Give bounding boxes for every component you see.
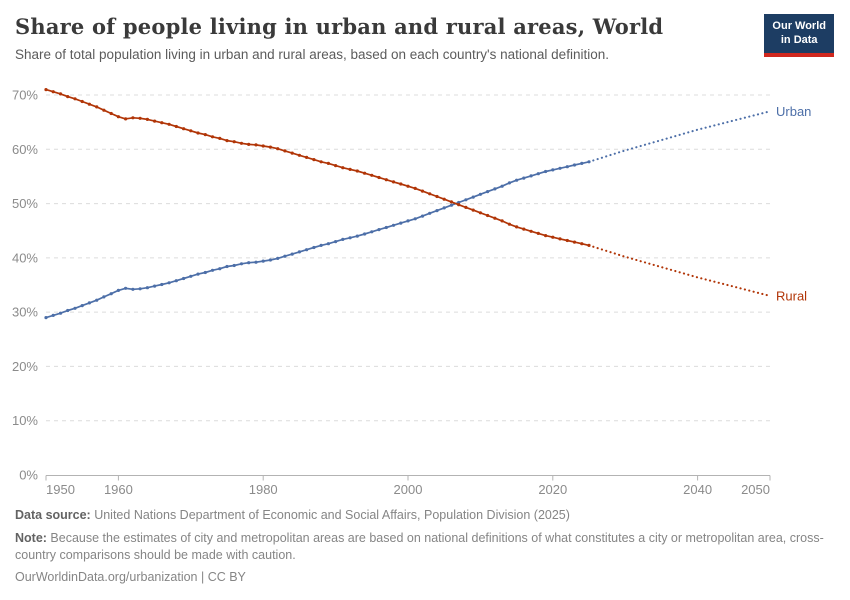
chart-area: 0% 10% 20% 30% 40% 50% 60% 70% 1950 1960 1980 2000 2… [0, 80, 850, 498]
chart-footer: Data source: United Nations Department o… [0, 495, 850, 586]
svg-text:2040: 2040 [683, 482, 712, 495]
data-source-text: United Nations Department of Economic an… [90, 508, 570, 522]
svg-text:70%: 70% [12, 88, 38, 103]
series-label-rural: Rural [776, 288, 807, 303]
svg-text:1980: 1980 [249, 482, 278, 495]
svg-text:2050: 2050 [741, 482, 770, 495]
owid-logo: Our World in Data [764, 14, 834, 57]
svg-text:40%: 40% [12, 250, 38, 265]
series-label-urban: Urban [776, 104, 811, 119]
line-chart-svg: 0% 10% 20% 30% 40% 50% 60% 70% 1950 1960 1980 2000 2… [12, 88, 811, 498]
header-text-block: Share of people living in urban and rura… [15, 12, 663, 62]
svg-text:1950: 1950 [46, 482, 75, 495]
svg-text:20%: 20% [12, 359, 38, 374]
data-source-label: Data source: [15, 508, 91, 522]
urban-solid-line [45, 160, 590, 319]
note-line: Note: Because the estimates of city and … [15, 530, 832, 564]
note-text: Because the estimates of city and metrop… [15, 530, 824, 562]
svg-text:0%: 0% [19, 468, 38, 483]
svg-text:10%: 10% [12, 413, 38, 428]
owid-logo-line2: in Data [780, 33, 818, 46]
chart-header: Share of people living in urban and rura… [0, 0, 850, 80]
footer-link[interactable]: OurWorldinData.org/urbanization | CC BY [15, 570, 246, 585]
series-urban: Urban [44, 104, 811, 320]
gridlines [46, 94, 770, 422]
series-rural: Rural [44, 88, 807, 303]
chart-title: Share of people living in urban and rura… [15, 14, 664, 39]
svg-text:50%: 50% [12, 196, 38, 211]
urban-projection-line [587, 110, 772, 163]
svg-text:2000: 2000 [394, 482, 423, 495]
svg-text:1960: 1960 [104, 482, 133, 495]
note-label: Note: [15, 530, 47, 545]
data-source-line: Data source: United Nations Department o… [15, 507, 832, 524]
svg-text:30%: 30% [12, 305, 38, 320]
x-axis: 1950 1960 1980 2000 2020 2040 2050 [45, 475, 771, 497]
y-axis-labels: 0% 10% 20% 30% 40% 50% 60% 70% [12, 88, 38, 483]
svg-text:60%: 60% [12, 142, 38, 157]
svg-text:2020: 2020 [538, 482, 567, 495]
rural-projection-line [587, 244, 772, 297]
rural-solid-line [45, 88, 590, 247]
owid-logo-line1: Our World [772, 20, 826, 32]
chart-subtitle: Share of total population living in urba… [15, 47, 609, 62]
